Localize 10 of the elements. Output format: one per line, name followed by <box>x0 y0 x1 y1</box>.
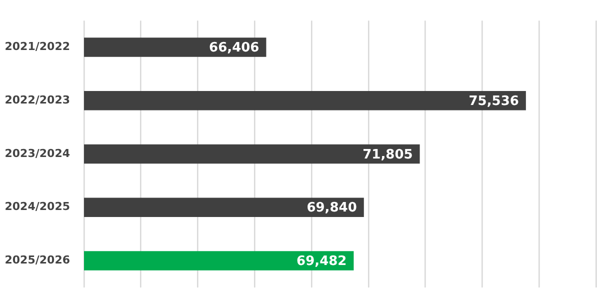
y-tick-label: 2025/2026 <box>4 254 70 267</box>
data-label: 71,805 <box>362 147 413 162</box>
data-label: 69,840 <box>306 200 357 216</box>
data-label: 75,536 <box>468 94 519 110</box>
y-tick-label: 2023/2024 <box>4 146 70 160</box>
y-tick-label: 2021/2022 <box>4 40 70 54</box>
y-tick-label: 2024/2025 <box>4 200 70 214</box>
data-label: 66,406 <box>209 40 260 56</box>
y-tick-label: 2022/2023 <box>4 94 70 106</box>
data-label: 69,482 <box>296 254 347 270</box>
